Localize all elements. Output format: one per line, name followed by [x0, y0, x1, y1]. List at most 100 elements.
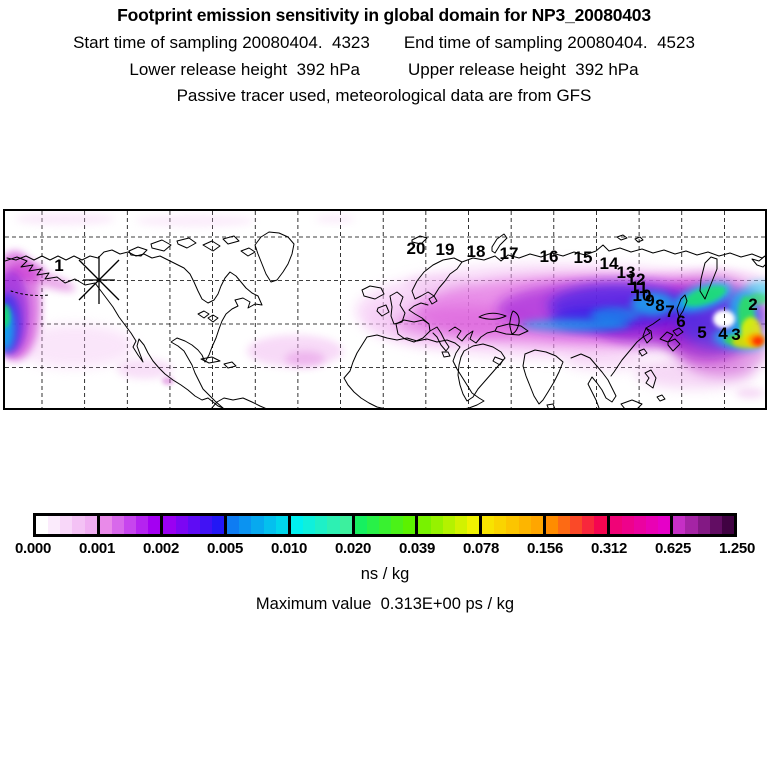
colorbar-cell [327, 516, 340, 534]
colorbar-cell [72, 516, 85, 534]
colorbar-cell [239, 516, 252, 534]
sampling-end-text: End time of sampling 20080404. 4523 [403, 33, 695, 52]
trajectory-point-label: 15 [574, 248, 593, 267]
colorbar-cell [290, 516, 304, 534]
colorbar-tick-label: 0.078 [462, 540, 500, 557]
colorbar-tick-labels: 0.000 0.001 0.002 0.005 0.010 0.020 0.039 0.078… [1, 540, 768, 557]
colorbar-cell [403, 516, 416, 534]
receptor-marker [78, 256, 120, 304]
trajectory-point-label: 8 [655, 296, 664, 315]
colorbar-segment [96, 516, 161, 534]
colorbar-cell [175, 516, 188, 534]
colorbar-cell [124, 516, 137, 534]
colorbar-segment [160, 516, 225, 534]
lower-release-text: Lower release height 392 hPa [129, 60, 360, 79]
colorbar [33, 513, 737, 537]
colorbar-cell [506, 516, 519, 534]
colorbar-segment [351, 516, 416, 534]
colorbar-cell [709, 516, 722, 534]
colorbar-segment [606, 516, 671, 534]
colorbar-cell [685, 516, 698, 534]
colorbar-cell [60, 516, 73, 534]
colorbar-cell [111, 516, 125, 534]
colorbar-cell [454, 516, 467, 534]
trajectory-point-label: 18 [467, 242, 486, 261]
colorbar-cell [391, 516, 404, 534]
colorbar-cell [594, 516, 607, 534]
colorbar-segment [479, 516, 543, 534]
colorbar-cell [187, 516, 200, 534]
colorbar-segment [224, 516, 288, 534]
colorbar-cell [558, 516, 571, 534]
trajectory-point-label: 7 [665, 302, 674, 321]
trajectory-point-label: 1 [54, 256, 63, 275]
colorbar-cell [315, 516, 328, 534]
colorbar-cell [227, 516, 240, 534]
colorbar-cell [658, 516, 671, 534]
colorbar-tick-label: 0.625 [654, 540, 692, 557]
release-heights-line: Lower release height 392 hPa Upper releas… [0, 60, 768, 80]
colorbar-segment [36, 516, 97, 534]
colorbar-segment [542, 516, 607, 534]
tracer-note-text: Passive tracer used, meteorological data… [176, 86, 592, 105]
map-panel: 1 2 3 4 5 6 7 8 9 10 11 12 13 14 15 16 17 18 19 20 [3, 209, 767, 410]
colorbar-cell [378, 516, 392, 534]
trajectory-point-label: 5 [697, 323, 706, 342]
colorbar-cell [570, 516, 583, 534]
colorbar-cell [673, 516, 686, 534]
coastlines [5, 231, 765, 408]
trajectory-point-label: 13 [617, 263, 636, 282]
colorbar-units-label: ns / kg [360, 565, 410, 583]
trajectory-point-label: 16 [540, 247, 559, 266]
colorbar-cell [48, 516, 61, 534]
colorbar-cell [303, 516, 316, 534]
colorbar-tick-label: 0.001 [78, 540, 116, 557]
trajectory-point-label: 11 [630, 278, 648, 297]
colorbar-cell [697, 516, 710, 534]
trajectory-point-label: 17 [500, 244, 519, 263]
colorbar-cell [263, 516, 276, 534]
sampling-times-line: Start time of sampling 20080404. 4323 End… [0, 33, 768, 53]
colorbar-cell [84, 516, 97, 534]
colorbar-cell [633, 516, 647, 534]
colorbar-tick-label: 0.039 [398, 540, 436, 557]
trajectory-point-label: 9 [645, 291, 654, 310]
max-value-label: Maximum value 0.313E+00 ps / kg [255, 595, 515, 613]
colorbar-cell [418, 516, 431, 534]
colorbar-segment [670, 516, 735, 534]
colorbar-cell [621, 516, 634, 534]
trajectory-point-label: 2 [748, 295, 757, 314]
upper-release-text: Upper release height 392 hPa [408, 60, 639, 79]
colorbar-cell [442, 516, 455, 534]
colorbar-cell [530, 516, 543, 534]
colorbar-cell [212, 516, 225, 534]
colorbar-tick-label: 0.156 [526, 540, 564, 557]
colorbar-segment [287, 516, 352, 534]
colorbar-cell [136, 516, 149, 534]
colorbar-cell [466, 516, 480, 534]
colorbar-cell [545, 516, 559, 534]
colorbar-cell [163, 516, 176, 534]
trajectory-point-label: 3 [731, 325, 740, 344]
colorbar-tick-label: 0.020 [334, 540, 372, 557]
colorbar-tick-label: 0.010 [270, 540, 308, 557]
trajectory-point-label: 4 [718, 324, 728, 343]
colorbar-cell [430, 516, 443, 534]
colorbar-cell [494, 516, 507, 534]
colorbar-tick-label: 0.312 [590, 540, 628, 557]
colorbar-cell [275, 516, 288, 534]
colorbar-cell [339, 516, 352, 534]
trajectory-point-label: 12 [627, 270, 646, 289]
colorbar-tick-label: 0.002 [142, 540, 180, 557]
page-title: Footprint emission sensitivity in global… [117, 5, 651, 25]
colorbar-cell [354, 516, 367, 534]
colorbar-cell [99, 516, 112, 534]
colorbar-cell [609, 516, 622, 534]
colorbar-cell [646, 516, 659, 534]
colorbar-cell [582, 516, 595, 534]
trajectory-point-label: 6 [676, 312, 685, 331]
colorbar-cell [482, 516, 495, 534]
colorbar-cell [36, 516, 49, 534]
trajectory-point-label: 14 [600, 254, 619, 273]
